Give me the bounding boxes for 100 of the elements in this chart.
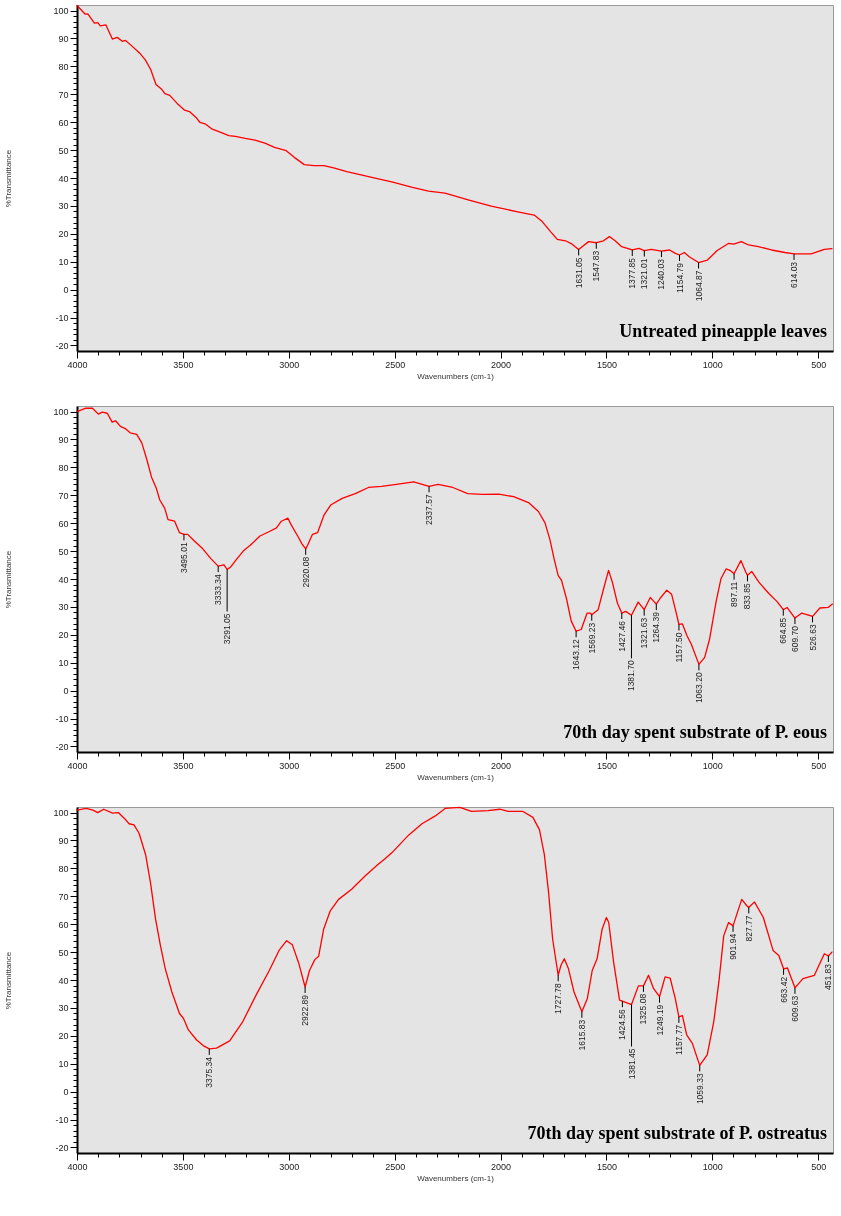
annotation: 1569.23 bbox=[586, 622, 597, 654]
y-tick-label: 70 bbox=[58, 89, 69, 100]
y-axis-title: %Transmittance bbox=[4, 149, 14, 208]
annotation: 609.63 bbox=[789, 995, 800, 1022]
x-tick-label: 2000 bbox=[491, 359, 512, 370]
y-tick-label: -10 bbox=[55, 1115, 69, 1126]
x-tick-label: 2500 bbox=[385, 1161, 406, 1172]
y-tick-label: 20 bbox=[58, 229, 69, 240]
x-tick-label: 500 bbox=[811, 359, 827, 370]
annotation: 1615.83 bbox=[576, 1019, 587, 1051]
annotation: 3291.05 bbox=[222, 613, 233, 645]
x-tick-label: 3000 bbox=[279, 359, 300, 370]
annotation: 614.03 bbox=[789, 261, 800, 288]
x-tick-label: 1000 bbox=[702, 359, 723, 370]
annotation: 3333.34 bbox=[213, 573, 224, 605]
y-tick-label: 10 bbox=[58, 1059, 69, 1070]
x-tick-label: 500 bbox=[811, 760, 827, 771]
y-tick-label: 20 bbox=[58, 630, 69, 641]
y-tick-label: 10 bbox=[58, 257, 69, 268]
annotation: 1264.39 bbox=[651, 611, 662, 643]
x-tick-label: 3000 bbox=[279, 760, 300, 771]
y-tick-label: 50 bbox=[58, 947, 69, 958]
annotation: 833.85 bbox=[742, 583, 753, 610]
y-tick-label: 40 bbox=[58, 574, 69, 585]
annotation: 1427.46 bbox=[616, 620, 627, 652]
y-tick-label: 70 bbox=[58, 490, 69, 501]
y-tick-label: -20 bbox=[55, 1142, 69, 1153]
y-tick-label: -10 bbox=[55, 714, 69, 725]
y-tick-label: 0 bbox=[63, 686, 69, 697]
annotation: 1321.01 bbox=[639, 258, 650, 290]
annotation: 2337.57 bbox=[424, 494, 435, 526]
annotation: 827.77 bbox=[743, 915, 754, 942]
x-axis-title: Wavenumbers (cm-1) bbox=[417, 371, 495, 381]
annotation: 2920.08 bbox=[300, 556, 311, 588]
x-tick-label: 3500 bbox=[173, 1161, 194, 1172]
y-tick-label: 100 bbox=[53, 6, 69, 17]
x-tick-label: 1000 bbox=[702, 1161, 723, 1172]
annotation: 1064.87 bbox=[693, 270, 704, 302]
text: 70th day spent substrate of P. ostreatus bbox=[527, 1123, 827, 1143]
text: 70th day spent substrate of P. eous bbox=[563, 722, 827, 742]
x-tick-label: 1500 bbox=[596, 760, 617, 771]
x-tick-label: 2000 bbox=[491, 1161, 512, 1172]
y-tick-label: 100 bbox=[53, 808, 69, 819]
y-tick-label: 60 bbox=[58, 919, 69, 930]
annotation: 1240.03 bbox=[656, 258, 667, 290]
annotation: 1377.85 bbox=[627, 257, 638, 289]
y-tick-label: 0 bbox=[63, 285, 69, 296]
annotation: 1381.70 bbox=[626, 660, 637, 692]
annotation: 1424.56 bbox=[617, 1008, 628, 1040]
y-tick-label: -10 bbox=[55, 313, 69, 324]
x-tick-label: 1500 bbox=[596, 359, 617, 370]
x-tick-label: 3000 bbox=[279, 1161, 300, 1172]
y-tick-label: 10 bbox=[58, 658, 69, 669]
x-tick-label: 4000 bbox=[67, 760, 88, 771]
y-tick-label: 90 bbox=[58, 434, 69, 445]
x-tick-label: 2500 bbox=[385, 359, 406, 370]
x-tick-label: 2500 bbox=[385, 760, 406, 771]
x-tick-label: 4000 bbox=[67, 359, 88, 370]
annotation: 1249.19 bbox=[654, 1004, 665, 1036]
y-tick-label: 60 bbox=[58, 518, 69, 529]
annotation: 1547.83 bbox=[591, 250, 602, 282]
y-tick-label: 30 bbox=[58, 1003, 69, 1014]
y-tick-label: 80 bbox=[58, 462, 69, 473]
y-tick-label: 20 bbox=[58, 1031, 69, 1042]
y-tick-label: 80 bbox=[58, 61, 69, 72]
y-tick-label: 30 bbox=[58, 602, 69, 613]
x-axis-title: Wavenumbers (cm-1) bbox=[417, 1173, 495, 1183]
x-tick-label: 4000 bbox=[67, 1161, 88, 1172]
annotation: 1154.79 bbox=[674, 262, 685, 294]
y-tick-label: 90 bbox=[58, 33, 69, 44]
y-tick-label: -20 bbox=[55, 340, 69, 351]
annotation: 1643.12 bbox=[571, 638, 582, 670]
annotation: 526.63 bbox=[807, 624, 818, 651]
annotation: 901.94 bbox=[728, 933, 739, 960]
y-tick-label: 40 bbox=[58, 173, 69, 184]
annotation: 1157.50 bbox=[673, 632, 684, 663]
annotation: 609.70 bbox=[789, 625, 800, 653]
y-tick-label: -20 bbox=[55, 741, 69, 752]
annotation: 1157.77 bbox=[673, 1024, 684, 1055]
annotation: 897.11 bbox=[729, 581, 740, 608]
x-tick-label: 3500 bbox=[173, 359, 194, 370]
annotation: 1727.78 bbox=[553, 982, 564, 1014]
annotation: 1381.45 bbox=[626, 1048, 637, 1080]
x-tick-label: 3500 bbox=[173, 760, 194, 771]
y-tick-label: 80 bbox=[58, 863, 69, 874]
annotation: 1325.08 bbox=[638, 993, 649, 1025]
y-tick-label: 100 bbox=[53, 407, 69, 418]
y-tick-label: 50 bbox=[58, 546, 69, 557]
y-tick-label: 0 bbox=[63, 1087, 69, 1098]
annotation: 1321.63 bbox=[639, 617, 650, 649]
annotation: 2922.89 bbox=[300, 994, 311, 1026]
annotation: 451.83 bbox=[823, 963, 834, 990]
annotation: 3375.34 bbox=[204, 1056, 215, 1088]
x-tick-label: 2000 bbox=[491, 760, 512, 771]
y-tick-label: 90 bbox=[58, 835, 69, 846]
annotation: 1631.05 bbox=[573, 257, 584, 289]
y-tick-label: 40 bbox=[58, 975, 69, 986]
x-tick-label: 1000 bbox=[702, 760, 723, 771]
annotation: 663.42 bbox=[778, 976, 789, 1003]
y-tick-label: 70 bbox=[58, 891, 69, 902]
